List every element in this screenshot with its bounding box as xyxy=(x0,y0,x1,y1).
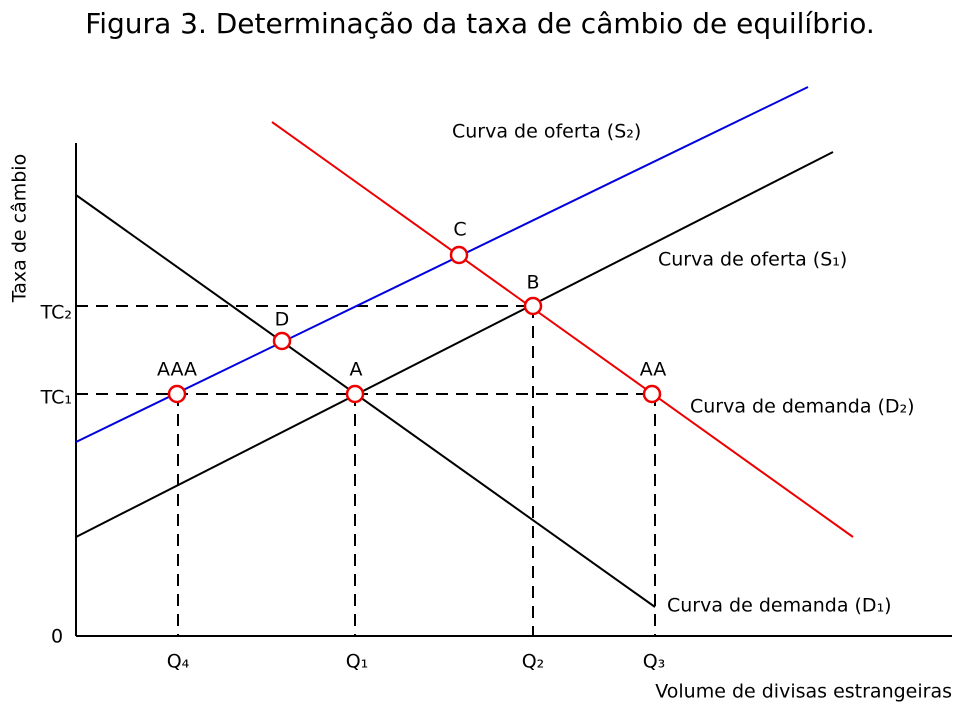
point-marker xyxy=(642,384,662,404)
x-tick-label: Q₂ xyxy=(522,651,545,673)
supply-curve xyxy=(75,151,834,538)
curve-label: Curva de demanda (D₂) xyxy=(690,396,915,418)
curve-label: Curva de demanda (D₁) xyxy=(667,595,892,617)
x-axis-label: Volume de divisas estrangeiras xyxy=(655,681,952,703)
y-axis-label: Taxa de câmbio xyxy=(9,154,31,303)
point-label: AAA xyxy=(157,359,197,381)
curve-label: Curva de oferta (S₂) xyxy=(452,121,641,143)
point-marker xyxy=(523,296,543,316)
origin-label: 0 xyxy=(51,626,63,648)
point-label: C xyxy=(453,219,466,241)
point-label: B xyxy=(526,272,539,294)
point-label: AA xyxy=(640,359,667,381)
curve-label: Curva de oferta (S₁) xyxy=(658,249,847,271)
demand-curve xyxy=(75,194,656,608)
point-label: D xyxy=(275,309,290,331)
x-tick-label: Q₃ xyxy=(643,651,666,673)
point-label: A xyxy=(350,359,363,381)
point-marker xyxy=(345,384,365,404)
point-marker xyxy=(449,245,469,265)
supply-curve xyxy=(75,86,809,443)
demand-curve xyxy=(271,121,854,538)
point-marker xyxy=(167,384,187,404)
y-tick-label: TC₂ xyxy=(40,302,72,324)
point-marker xyxy=(272,331,292,351)
x-tick-label: Q₁ xyxy=(346,651,369,673)
x-tick-label: Q₄ xyxy=(167,651,190,673)
title: Figura 3. Determinação da taxa de câmbio… xyxy=(85,7,875,40)
y-tick-label: TC₁ xyxy=(40,387,72,409)
